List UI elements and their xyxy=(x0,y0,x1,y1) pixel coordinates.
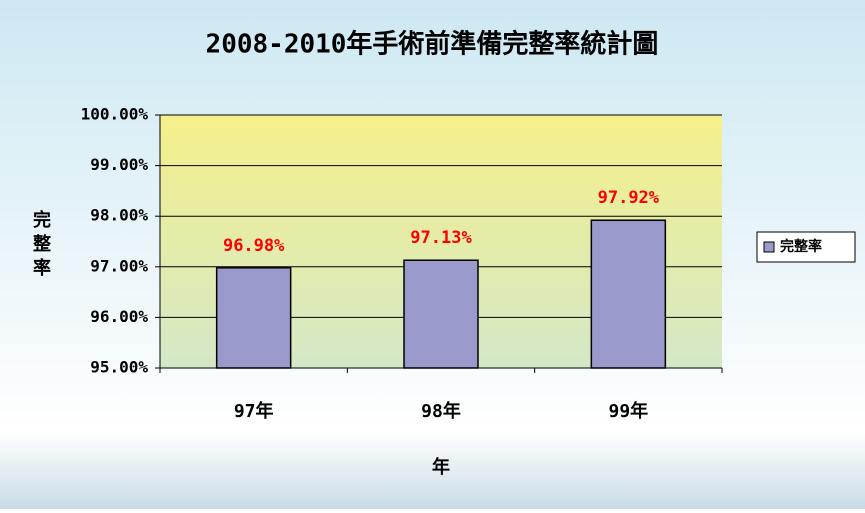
value-label: 97.13% xyxy=(410,228,472,248)
y-tick-label: 95.00% xyxy=(90,358,148,377)
page: 2008-2010年手術前準備完整率統計圖 完整率 年 95.00% 96.00%… xyxy=(0,0,865,509)
y-tick-label: 100.00% xyxy=(81,105,149,124)
x-axis-label: 年 xyxy=(432,456,450,478)
chart-title: 2008-2010年手術前準備完整率統計圖 xyxy=(206,29,659,60)
x-tick-label: 99年 xyxy=(608,400,648,422)
y-axis-label: 完整率 xyxy=(30,209,52,282)
bar xyxy=(217,268,291,368)
x-tick-label: 97年 xyxy=(234,400,274,422)
y-tick-label: 96.00% xyxy=(90,307,148,326)
y-tick-label: 99.00% xyxy=(90,155,148,174)
y-tick-label: 97.00% xyxy=(90,256,148,275)
bar xyxy=(591,220,665,368)
x-tick-label: 98年 xyxy=(421,400,461,422)
chart: 2008-2010年手術前準備完整率統計圖 完整率 年 95.00% 96.00%… xyxy=(0,0,865,509)
value-label: 96.98% xyxy=(223,236,285,256)
bar xyxy=(404,260,478,368)
legend-label: 完整率 xyxy=(780,238,822,255)
value-label: 97.92% xyxy=(598,188,660,208)
y-tick-label: 98.00% xyxy=(90,206,148,225)
legend-swatch xyxy=(764,242,774,252)
